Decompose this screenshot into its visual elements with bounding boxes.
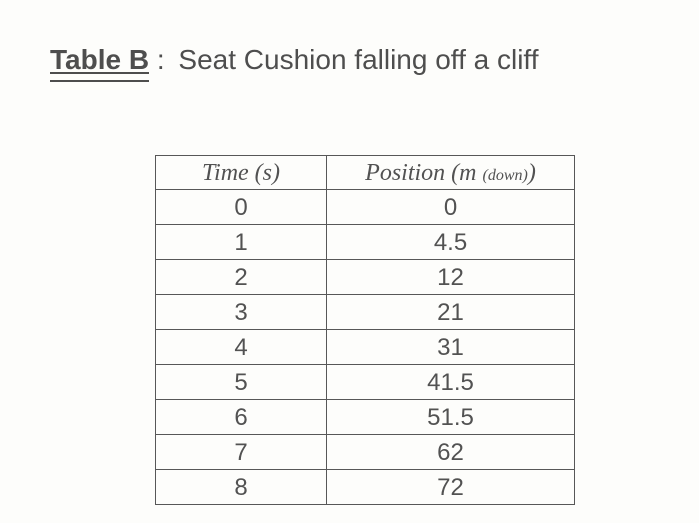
cell-position: 0 [327,190,575,225]
cell-position: 21 [327,295,575,330]
cell-time: 4 [156,330,327,365]
table-row: 1 4.5 [156,225,575,260]
cell-time: 5 [156,365,327,400]
cell-time: 3 [156,295,327,330]
cell-position: 41.5 [327,365,575,400]
cell-position: 51.5 [327,400,575,435]
data-table-wrap: Time (s) Position (m (down)) 0 0 1 4.5 [155,155,575,505]
cell-position: 62 [327,435,575,470]
col-header-time-label: Time (s) [202,160,280,186]
cell-position: 72 [327,470,575,505]
table-row: 8 72 [156,470,575,505]
cell-time: 6 [156,400,327,435]
page: Table B : Seat Cushion falling off a cli… [0,0,699,523]
table-row: 0 0 [156,190,575,225]
title-caption: Seat Cushion falling off a cliff [178,44,538,75]
table-row: 2 12 [156,260,575,295]
col-header-time: Time (s) [156,156,327,190]
table-row: 7 62 [156,435,575,470]
cell-position: 31 [327,330,575,365]
page-title: Table B : Seat Cushion falling off a cli… [50,45,538,80]
title-label: Table B [50,45,149,80]
cell-position: 4.5 [327,225,575,260]
cell-time: 0 [156,190,327,225]
table-row: 3 21 [156,295,575,330]
table-row: 5 41.5 [156,365,575,400]
cell-time: 7 [156,435,327,470]
table-body: 0 0 1 4.5 2 12 3 21 4 31 [156,190,575,505]
title-colon: : [149,44,172,75]
data-table: Time (s) Position (m (down)) 0 0 1 4.5 [155,155,575,505]
cell-time: 2 [156,260,327,295]
table-row: 6 51.5 [156,400,575,435]
cell-time: 8 [156,470,327,505]
table-row: 4 31 [156,330,575,365]
cell-position: 12 [327,260,575,295]
col-header-position-label: Position (m (down)) [365,160,536,186]
table-header-row: Time (s) Position (m (down)) [156,156,575,190]
col-header-position: Position (m (down)) [327,156,575,190]
cell-time: 1 [156,225,327,260]
